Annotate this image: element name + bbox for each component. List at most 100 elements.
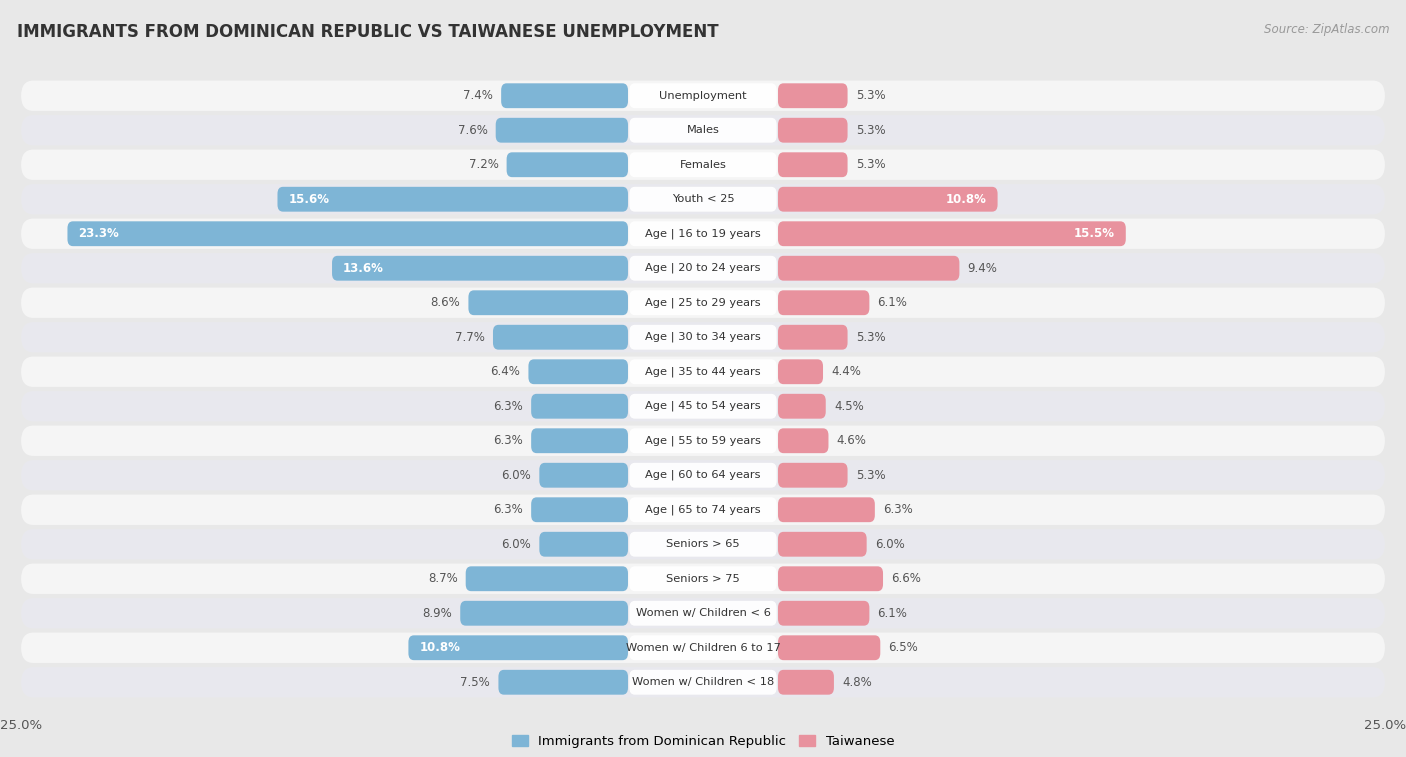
FancyBboxPatch shape	[21, 322, 1385, 353]
Text: Age | 25 to 29 years: Age | 25 to 29 years	[645, 298, 761, 308]
Text: 6.3%: 6.3%	[883, 503, 912, 516]
FancyBboxPatch shape	[332, 256, 628, 281]
FancyBboxPatch shape	[499, 670, 628, 695]
FancyBboxPatch shape	[494, 325, 628, 350]
FancyBboxPatch shape	[778, 635, 880, 660]
FancyBboxPatch shape	[468, 291, 628, 315]
Text: 4.4%: 4.4%	[831, 365, 860, 378]
FancyBboxPatch shape	[630, 601, 776, 626]
FancyBboxPatch shape	[778, 83, 848, 108]
FancyBboxPatch shape	[630, 360, 776, 384]
FancyBboxPatch shape	[21, 115, 1385, 145]
FancyBboxPatch shape	[501, 83, 628, 108]
Text: 7.6%: 7.6%	[457, 123, 488, 137]
FancyBboxPatch shape	[21, 391, 1385, 422]
Text: 15.5%: 15.5%	[1074, 227, 1115, 240]
Text: Source: ZipAtlas.com: Source: ZipAtlas.com	[1264, 23, 1389, 36]
FancyBboxPatch shape	[21, 219, 1385, 249]
FancyBboxPatch shape	[506, 152, 628, 177]
FancyBboxPatch shape	[21, 253, 1385, 283]
Text: 7.4%: 7.4%	[463, 89, 494, 102]
Text: 15.6%: 15.6%	[288, 193, 329, 206]
FancyBboxPatch shape	[778, 291, 869, 315]
Text: 6.4%: 6.4%	[491, 365, 520, 378]
Text: 6.3%: 6.3%	[494, 435, 523, 447]
FancyBboxPatch shape	[778, 601, 869, 626]
Text: Age | 60 to 64 years: Age | 60 to 64 years	[645, 470, 761, 481]
FancyBboxPatch shape	[630, 394, 776, 419]
Text: 9.4%: 9.4%	[967, 262, 997, 275]
Text: Unemployment: Unemployment	[659, 91, 747, 101]
FancyBboxPatch shape	[21, 357, 1385, 387]
FancyBboxPatch shape	[540, 463, 628, 488]
Text: 6.0%: 6.0%	[502, 469, 531, 481]
Text: 4.5%: 4.5%	[834, 400, 863, 413]
Text: 6.1%: 6.1%	[877, 607, 907, 620]
FancyBboxPatch shape	[778, 187, 998, 212]
FancyBboxPatch shape	[778, 532, 866, 556]
FancyBboxPatch shape	[67, 221, 628, 246]
Text: Women w/ Children 6 to 17: Women w/ Children 6 to 17	[626, 643, 780, 653]
FancyBboxPatch shape	[630, 256, 776, 281]
FancyBboxPatch shape	[531, 497, 628, 522]
Text: 5.3%: 5.3%	[856, 469, 886, 481]
Text: 10.8%: 10.8%	[946, 193, 987, 206]
FancyBboxPatch shape	[630, 325, 776, 350]
Text: 6.0%: 6.0%	[875, 537, 904, 551]
Text: IMMIGRANTS FROM DOMINICAN REPUBLIC VS TAIWANESE UNEMPLOYMENT: IMMIGRANTS FROM DOMINICAN REPUBLIC VS TA…	[17, 23, 718, 41]
Text: Age | 45 to 54 years: Age | 45 to 54 years	[645, 401, 761, 412]
FancyBboxPatch shape	[21, 633, 1385, 663]
FancyBboxPatch shape	[465, 566, 628, 591]
Text: 6.3%: 6.3%	[494, 400, 523, 413]
FancyBboxPatch shape	[630, 83, 776, 108]
Text: 4.6%: 4.6%	[837, 435, 866, 447]
Text: 7.5%: 7.5%	[461, 676, 491, 689]
FancyBboxPatch shape	[630, 497, 776, 522]
FancyBboxPatch shape	[778, 221, 1126, 246]
FancyBboxPatch shape	[540, 532, 628, 556]
Text: Age | 20 to 24 years: Age | 20 to 24 years	[645, 263, 761, 273]
FancyBboxPatch shape	[630, 566, 776, 591]
FancyBboxPatch shape	[21, 529, 1385, 559]
FancyBboxPatch shape	[630, 221, 776, 246]
FancyBboxPatch shape	[778, 394, 825, 419]
FancyBboxPatch shape	[21, 288, 1385, 318]
Text: 10.8%: 10.8%	[419, 641, 460, 654]
FancyBboxPatch shape	[529, 360, 628, 384]
FancyBboxPatch shape	[460, 601, 628, 626]
FancyBboxPatch shape	[21, 184, 1385, 214]
FancyBboxPatch shape	[21, 150, 1385, 180]
Text: 5.3%: 5.3%	[856, 89, 886, 102]
Text: Males: Males	[686, 125, 720, 136]
FancyBboxPatch shape	[778, 497, 875, 522]
FancyBboxPatch shape	[21, 80, 1385, 111]
FancyBboxPatch shape	[630, 670, 776, 695]
FancyBboxPatch shape	[778, 152, 848, 177]
FancyBboxPatch shape	[630, 428, 776, 453]
FancyBboxPatch shape	[778, 463, 848, 488]
Text: 8.9%: 8.9%	[422, 607, 453, 620]
Legend: Immigrants from Dominican Republic, Taiwanese: Immigrants from Dominican Republic, Taiw…	[506, 730, 900, 753]
Text: Youth < 25: Youth < 25	[672, 195, 734, 204]
Text: 5.3%: 5.3%	[856, 123, 886, 137]
Text: 6.5%: 6.5%	[889, 641, 918, 654]
FancyBboxPatch shape	[21, 563, 1385, 594]
Text: Age | 16 to 19 years: Age | 16 to 19 years	[645, 229, 761, 239]
Text: 6.0%: 6.0%	[502, 537, 531, 551]
FancyBboxPatch shape	[277, 187, 628, 212]
FancyBboxPatch shape	[778, 360, 823, 384]
Text: 8.6%: 8.6%	[430, 296, 460, 310]
Text: Women w/ Children < 6: Women w/ Children < 6	[636, 609, 770, 618]
FancyBboxPatch shape	[778, 256, 959, 281]
Text: Age | 35 to 44 years: Age | 35 to 44 years	[645, 366, 761, 377]
Text: Females: Females	[679, 160, 727, 170]
Text: 6.6%: 6.6%	[891, 572, 921, 585]
FancyBboxPatch shape	[778, 566, 883, 591]
FancyBboxPatch shape	[21, 667, 1385, 697]
FancyBboxPatch shape	[630, 463, 776, 488]
Text: 7.2%: 7.2%	[468, 158, 499, 171]
FancyBboxPatch shape	[408, 635, 628, 660]
Text: 7.7%: 7.7%	[456, 331, 485, 344]
Text: 23.3%: 23.3%	[79, 227, 120, 240]
FancyBboxPatch shape	[778, 325, 848, 350]
